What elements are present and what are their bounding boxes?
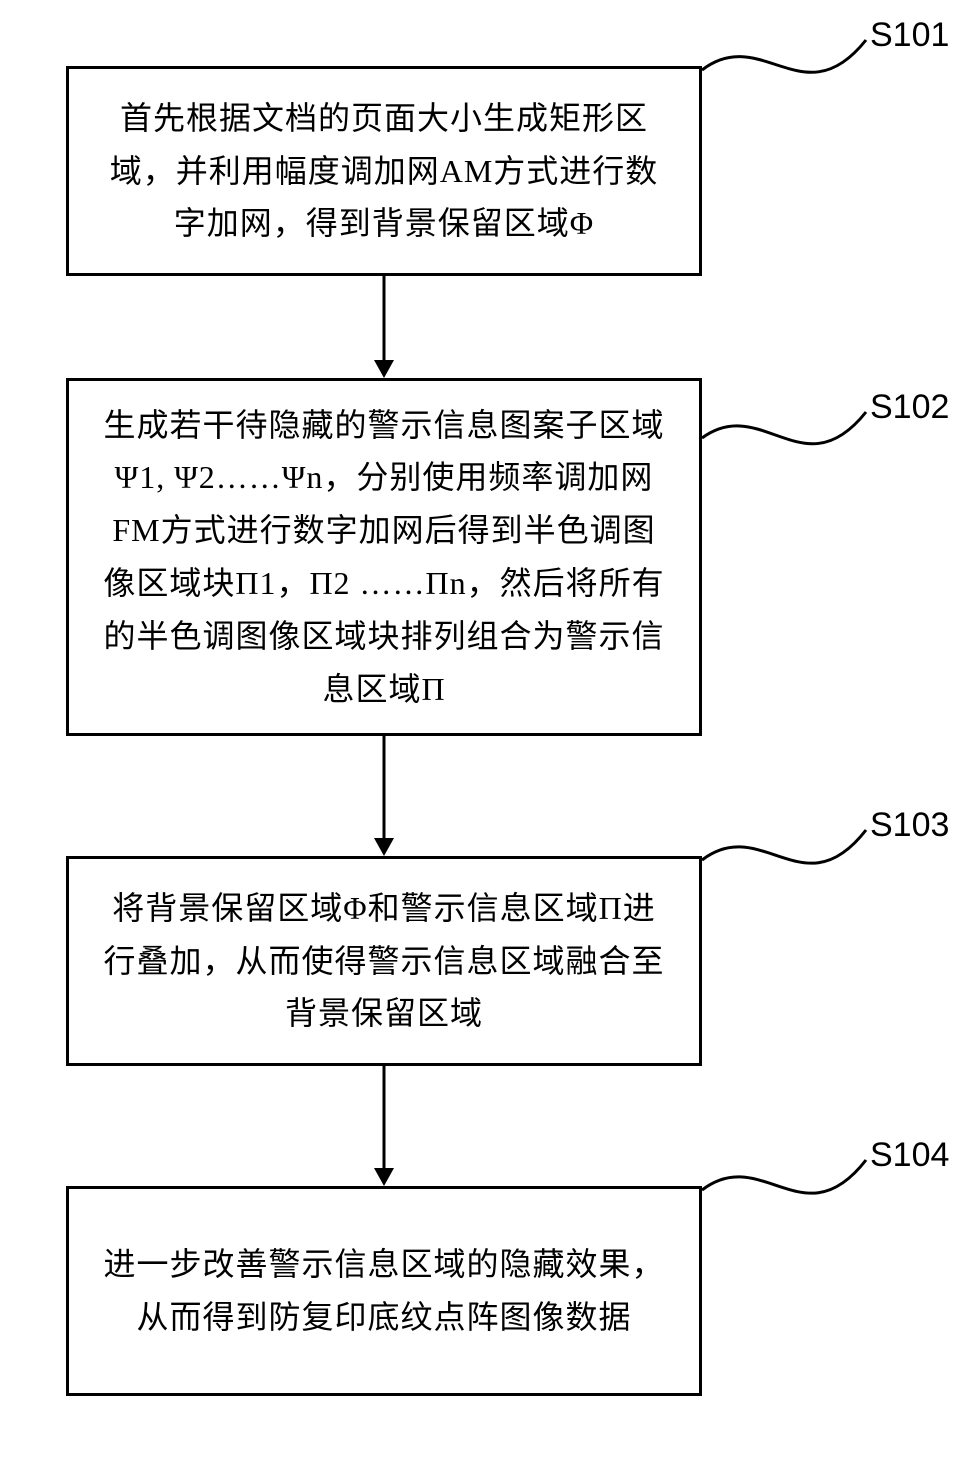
leader-curve-icon — [0, 0, 966, 1280]
